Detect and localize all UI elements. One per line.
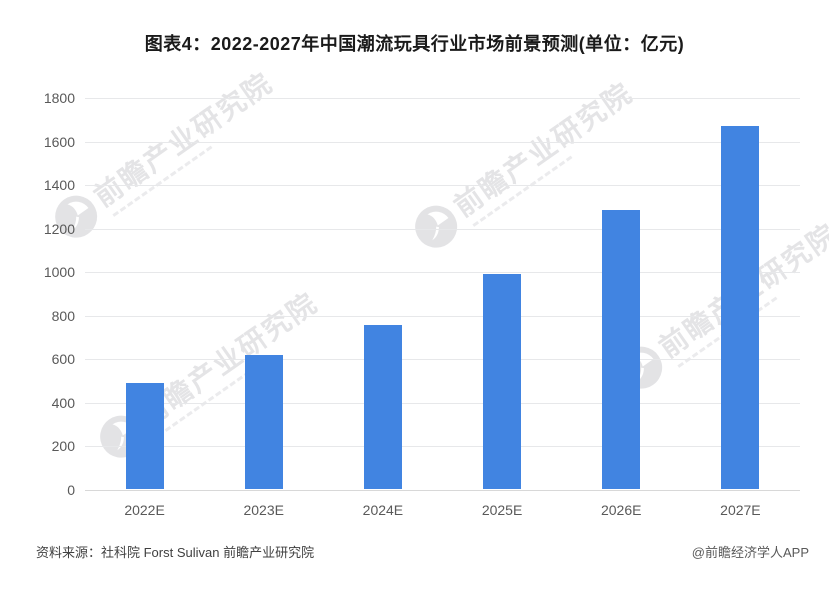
x-axis-tick-label: 2025E	[481, 502, 523, 518]
gridline	[85, 272, 800, 274]
y-axis-tick-label: 1600	[43, 133, 75, 150]
publisher-credit: @前瞻经济学人APP	[691, 545, 809, 560]
y-axis-tick-label: 1000	[43, 264, 75, 281]
bar-2027E	[721, 126, 760, 489]
y-axis-tick-label: 0	[67, 482, 75, 498]
y-axis-tick-label: 600	[51, 351, 75, 368]
y-axis-tick-label: 1400	[43, 177, 75, 194]
x-axis-tick-label: 2022E	[124, 502, 165, 518]
plot-area: 0 200 400 600 800 1000 1200 1400 1600 1800 2022E 20…	[44, 91, 800, 518]
x-axis-tick-label: 2024E	[362, 502, 404, 518]
gridline	[85, 315, 800, 317]
gridline	[85, 359, 800, 361]
chart-title: 图表4：2022-2027年中国潮流玩具行业市场前景预测(单位：亿元)	[144, 34, 685, 54]
bar-2023E	[244, 354, 283, 489]
y-axis-tick-label: 200	[51, 438, 75, 455]
gridline	[85, 98, 800, 99]
gridline	[85, 402, 800, 404]
y-axis-tick-label: 400	[51, 394, 75, 411]
y-axis-tick-label: 1200	[43, 220, 75, 237]
x-axis-tick-label: 2023E	[243, 502, 284, 518]
y-axis-tick-label: 800	[51, 307, 75, 324]
bar-2025E	[483, 274, 522, 489]
gridline	[85, 228, 800, 230]
bar-2026E	[602, 210, 641, 489]
x-axis-tick-label: 2027E	[720, 502, 761, 518]
data-source-note: 资料来源：社科院 Forst Sulivan 前瞻产业研究院	[36, 545, 315, 560]
bar-2022E	[125, 383, 164, 489]
gridline	[85, 141, 800, 143]
gridline	[85, 185, 800, 187]
x-axis-tick-label: 2026E	[600, 502, 642, 518]
y-axis-tick-label: 1800	[43, 90, 75, 106]
gridline	[85, 446, 800, 448]
gridline	[85, 490, 800, 491]
bar-2024E	[363, 324, 402, 489]
